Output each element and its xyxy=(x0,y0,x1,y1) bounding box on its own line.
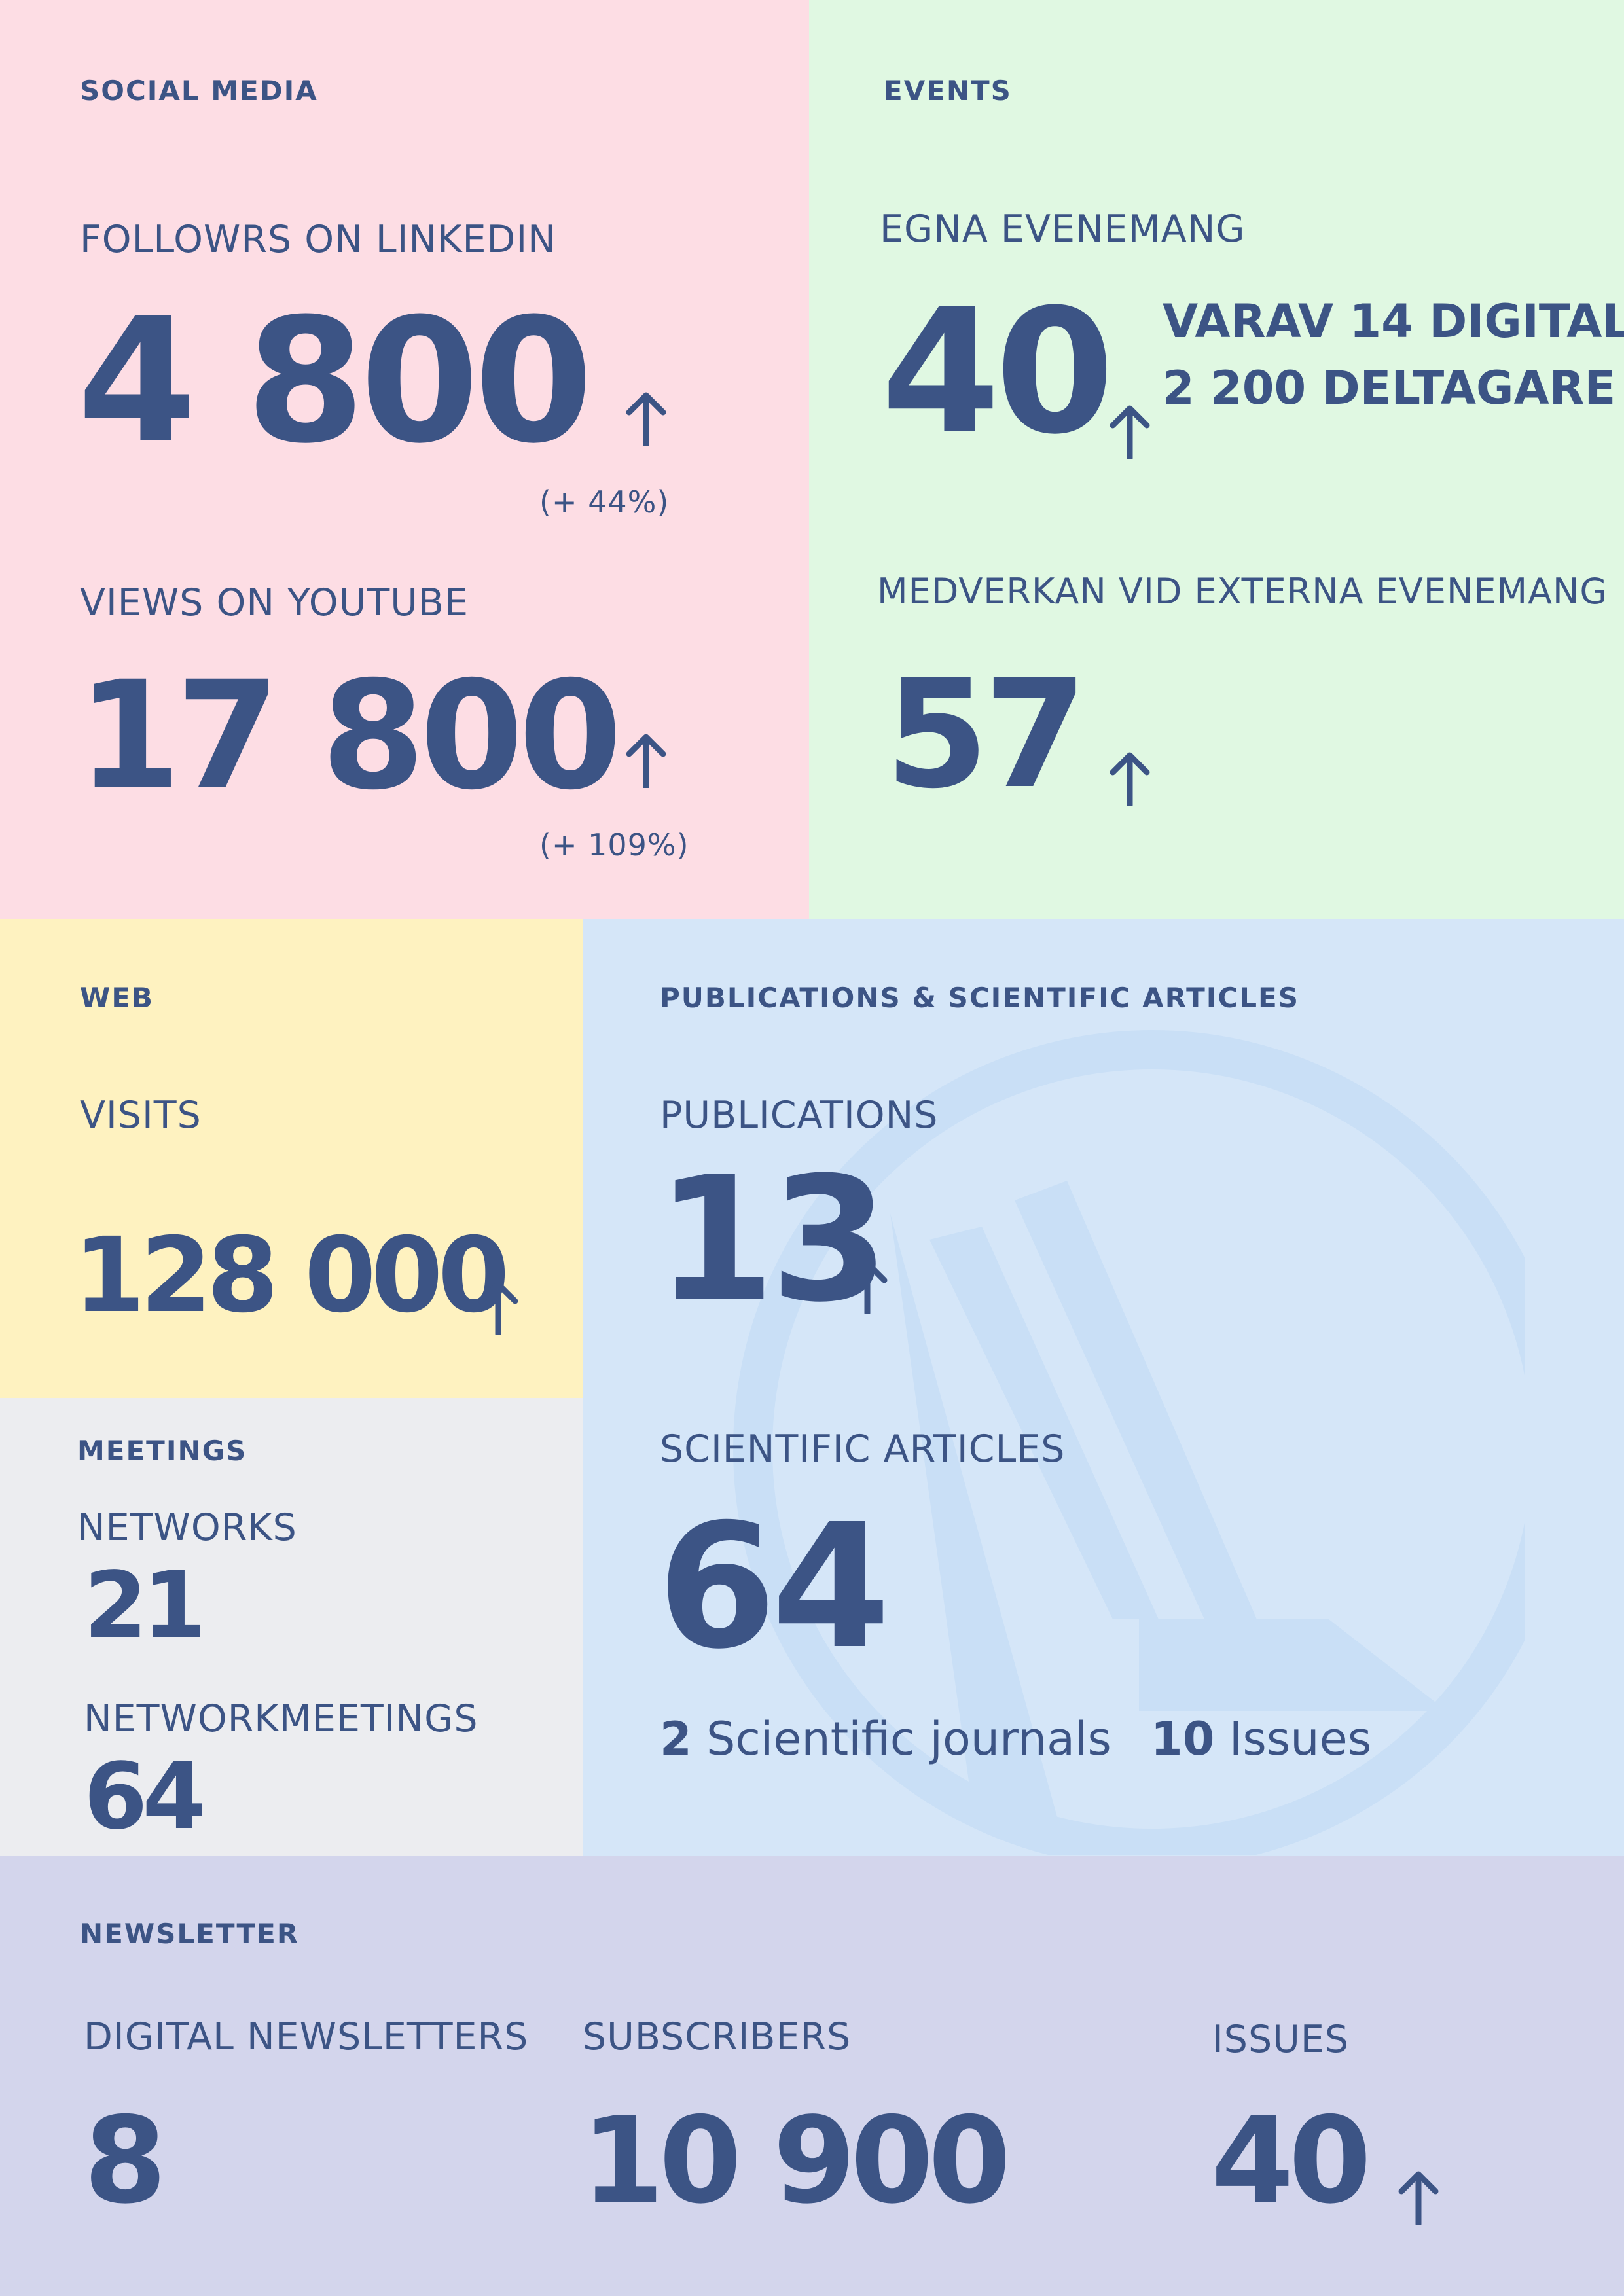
issues-line: 10 Issues xyxy=(1151,1716,1371,1762)
own-events-note-participants: 2 200 DELTAGARE xyxy=(1163,361,1616,415)
external-events-label: MEDVERKAN VID EXTERNA EVENEMANG xyxy=(877,571,1608,612)
arrow-up-icon xyxy=(475,1280,521,1335)
own-events-label: EGNA EVENEMANG xyxy=(880,207,1246,251)
newsletter-panel: NEWSLETTER DIGITAL NEWSLETTERS 8 SUBSCRI… xyxy=(0,1856,1624,2296)
linkedin-value: 4 800 xyxy=(77,281,593,481)
linkedin-label: FOLLOWRS ON LINKEDIN xyxy=(80,218,556,261)
publications-panel: PUBLICATIONS & SCIENTIFIC ARTICLES PUBLI… xyxy=(583,919,1624,1856)
arrow-up-icon xyxy=(1107,751,1153,806)
subscribers-label: SUBSCRIBERS xyxy=(583,2015,852,2058)
external-events-value: 57 xyxy=(885,647,1087,821)
arrow-up-icon xyxy=(623,733,669,788)
journals-line: 2 Scientific journals xyxy=(660,1716,1111,1762)
digital-newsletters-value: 8 xyxy=(84,2091,167,2230)
own-events-note-digital: VARAV 14 DIGITALA xyxy=(1163,295,1624,348)
logo-watermark xyxy=(641,965,1571,1856)
arrow-up-icon xyxy=(1396,2170,1441,2225)
scientific-articles-label: SCIENTIFIC ARTICLES xyxy=(660,1427,1066,1471)
newsletter-issues-value: 40 xyxy=(1211,2091,1371,2230)
journals-label: Scientific journals xyxy=(706,1712,1111,1766)
own-events-value: 40 xyxy=(881,272,1115,472)
issues-label: Issues xyxy=(1229,1712,1372,1766)
linkedin-change: (+ 44%) xyxy=(539,484,670,520)
newsletter-issues-label: ISSUES xyxy=(1212,2018,1350,2061)
networks-value: 21 xyxy=(84,1552,206,1659)
networks-label: NETWORKS xyxy=(77,1506,297,1549)
publications-value: 13 xyxy=(656,1140,890,1340)
publications-heading: PUBLICATIONS & SCIENTIFIC ARTICLES xyxy=(660,982,1299,1014)
journals-count: 2 xyxy=(660,1712,692,1766)
meetings-panel: MEETINGS NETWORKS 21 NETWORKMEETINGS 64 xyxy=(0,1398,583,1856)
networkmeetings-value: 64 xyxy=(84,1744,206,1850)
visits-value: 128 000 xyxy=(73,1215,510,1336)
web-heading: WEB xyxy=(80,982,154,1014)
arrow-up-icon xyxy=(623,391,669,446)
subscribers-value: 10 900 xyxy=(581,2091,1011,2230)
arrow-up-icon xyxy=(844,1259,890,1314)
networkmeetings-label: NETWORKMEETINGS xyxy=(84,1697,478,1740)
events-heading: EVENTS xyxy=(884,75,1012,107)
social-media-heading: SOCIAL MEDIA xyxy=(80,75,318,107)
web-panel: WEB VISITS 128 000 xyxy=(0,919,583,1398)
newsletter-heading: NEWSLETTER xyxy=(80,1918,300,1950)
digital-newsletters-label: DIGITAL NEWSLETTERS xyxy=(84,2015,529,2058)
meetings-heading: MEETINGS xyxy=(77,1435,247,1467)
youtube-value: 17 800 xyxy=(77,649,623,823)
scientific-articles-value: 64 xyxy=(657,1487,891,1687)
events-panel: EVENTS EGNA EVENEMANG 40 VARAV 14 DIGITA… xyxy=(809,0,1624,919)
youtube-label: VIEWS ON YOUTUBE xyxy=(80,581,469,624)
youtube-change: (+ 109%) xyxy=(539,827,689,863)
issues-count: 10 xyxy=(1151,1712,1215,1766)
visits-label: VISITS xyxy=(80,1094,202,1137)
social-media-panel: SOCIAL MEDIA FOLLOWRS ON LINKEDIN 4 800 … xyxy=(0,0,809,919)
publications-label: PUBLICATIONS xyxy=(660,1094,939,1137)
arrow-up-icon xyxy=(1107,404,1153,459)
